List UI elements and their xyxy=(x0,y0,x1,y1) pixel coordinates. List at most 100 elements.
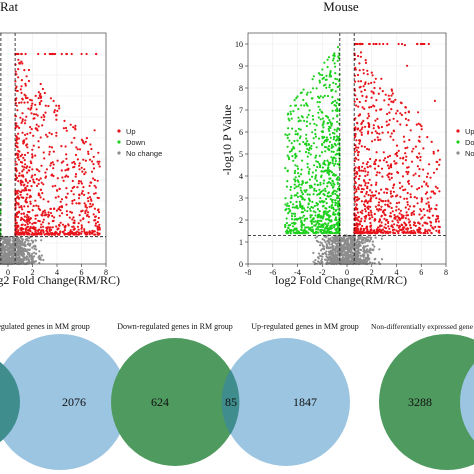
rat-point-up xyxy=(32,144,35,147)
mouse-point-up xyxy=(370,214,373,217)
mouse-point-down xyxy=(327,128,330,131)
rat-point-up xyxy=(55,131,58,134)
rat-point-up xyxy=(58,206,61,209)
mouse-point-down xyxy=(303,198,306,201)
mouse-point-down xyxy=(311,200,314,203)
rat-point-up xyxy=(77,180,81,183)
mouse-point-no-change xyxy=(346,239,350,242)
rat-point-up xyxy=(64,169,67,172)
rat-point-no-change xyxy=(2,240,5,243)
mouse-point-up xyxy=(366,166,369,169)
rat-point-up xyxy=(42,183,45,186)
mouse-point-up xyxy=(405,155,408,158)
mouse-point-down xyxy=(336,120,339,123)
mouse-point-down xyxy=(319,201,322,204)
mouse-point-down xyxy=(300,220,303,223)
rat-point-up xyxy=(64,196,68,199)
rat-point-up xyxy=(43,52,47,56)
rat-point-up xyxy=(71,202,74,205)
mouse-point-up xyxy=(409,231,413,234)
rat-point-up xyxy=(37,125,40,128)
mouse-point-no-change xyxy=(380,258,384,261)
mouse-point-down xyxy=(327,173,331,176)
rat-point-up xyxy=(17,174,21,177)
mouse-point-down xyxy=(287,204,290,208)
mouse-point-up xyxy=(357,215,361,218)
mouse-point-up xyxy=(411,150,414,153)
mouse-point-down xyxy=(328,205,331,209)
rat-point-up xyxy=(42,118,46,121)
mouse-point-up xyxy=(380,224,383,227)
mouse-point-down xyxy=(312,75,315,78)
rat-point-up xyxy=(32,225,35,228)
mouse-point-up xyxy=(418,229,421,233)
rat-point-up xyxy=(35,232,38,235)
mouse-point-down xyxy=(292,145,295,149)
rat-point-up xyxy=(55,118,58,121)
rat-point-up xyxy=(49,232,52,235)
mouse-point-down xyxy=(331,224,334,227)
mouse-point-down xyxy=(295,228,298,231)
rat-x-tick-label: 4 xyxy=(55,268,59,277)
rat-point-up xyxy=(77,202,80,205)
mouse-point-up xyxy=(354,206,357,209)
mouse-point-up xyxy=(367,211,370,214)
mouse-point-up xyxy=(436,217,440,220)
rat-point-up xyxy=(26,210,30,213)
mouse-point-up xyxy=(435,204,438,207)
mouse-point-down xyxy=(303,119,306,122)
mouse-point-up xyxy=(355,149,358,152)
rat-point-up xyxy=(65,153,68,156)
mouse-point-down xyxy=(322,141,326,144)
mouse-point-up xyxy=(404,147,407,150)
rat-point-up xyxy=(39,177,42,180)
mouse-point-up xyxy=(424,229,427,233)
rat-point-up xyxy=(39,231,42,235)
mouse-point-up xyxy=(418,168,421,171)
rat-point-up xyxy=(44,171,47,174)
rat-point-up xyxy=(72,126,75,129)
mouse-point-down xyxy=(315,189,318,192)
rat-point-up xyxy=(83,168,86,171)
mouse-x-tick-label: 2 xyxy=(370,268,374,277)
rat-point-up xyxy=(56,109,59,112)
rat-point-no-change xyxy=(6,239,9,242)
mouse-point-no-change xyxy=(365,248,369,251)
mouse-point-down xyxy=(333,231,336,235)
mouse-point-up xyxy=(355,171,358,174)
rat-point-up xyxy=(47,200,50,203)
mouse-point-up xyxy=(374,218,377,221)
mouse-point-down xyxy=(300,115,303,118)
rat-point-up xyxy=(45,227,49,230)
mouse-point-up xyxy=(389,163,393,166)
mouse-point-down xyxy=(295,97,298,100)
mouse-point-no-change xyxy=(356,240,359,243)
rat-point-no-change xyxy=(17,252,20,255)
mouse-point-down xyxy=(320,151,324,154)
mouse-point-up xyxy=(355,203,358,206)
rat-point-up xyxy=(14,70,17,73)
mouse-point-up xyxy=(374,119,377,122)
mouse-point-down xyxy=(287,212,290,215)
rat-point-up xyxy=(15,86,18,89)
mouse-point-down xyxy=(323,179,326,182)
mouse-point-up xyxy=(398,224,401,227)
rat-point-up xyxy=(24,163,27,166)
mouse-point-down xyxy=(290,215,294,218)
mouse-point-no-change xyxy=(358,237,361,240)
mouse-point-up xyxy=(396,154,399,157)
rat-point-up xyxy=(96,160,99,163)
mouse-point-down xyxy=(334,109,337,112)
mouse-point-down xyxy=(313,164,316,167)
mouse-point-up xyxy=(406,214,410,217)
mouse-x-tick-label: -8 xyxy=(245,268,252,277)
rat-point-up xyxy=(78,168,81,171)
rat-point-no-change xyxy=(5,258,8,261)
rat-point-no-change xyxy=(22,253,25,256)
rat-point-up xyxy=(17,196,20,199)
mouse-point-down xyxy=(338,160,341,163)
mouse-point-down xyxy=(304,181,307,184)
rat-point-no-change xyxy=(25,255,29,259)
mouse-point-down xyxy=(325,86,328,89)
mouse-point-down xyxy=(315,223,318,226)
